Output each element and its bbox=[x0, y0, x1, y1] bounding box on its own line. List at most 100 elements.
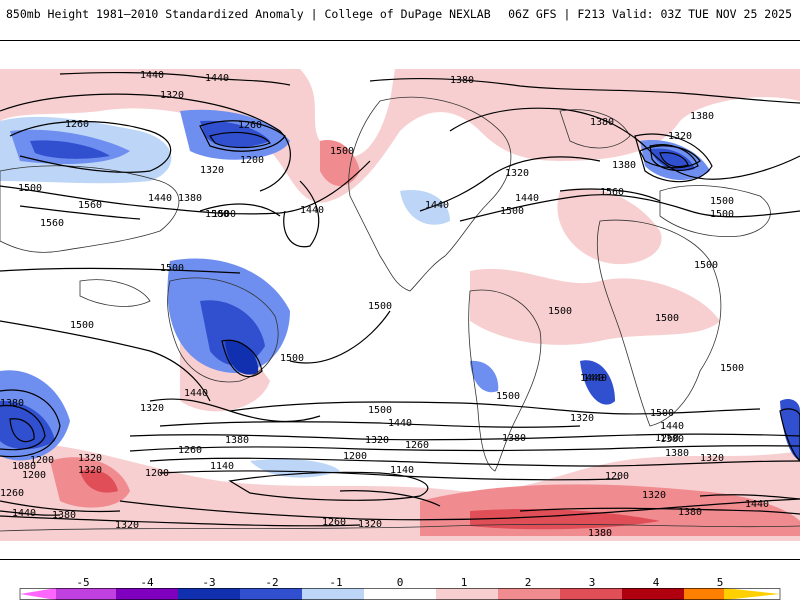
contour-1500-a bbox=[0, 160, 371, 215]
contour-label: 1260 bbox=[322, 517, 346, 528]
contour-label: 1500 bbox=[280, 353, 304, 364]
colorbar-segment bbox=[302, 588, 364, 600]
contour-1500-d bbox=[0, 267, 241, 274]
contour-label: 1260 bbox=[405, 440, 429, 451]
contour-label: 1380 bbox=[660, 434, 684, 445]
colorbar-segment bbox=[436, 588, 498, 600]
contour-1500-b bbox=[199, 203, 281, 217]
positive-anomaly-alaska bbox=[320, 140, 360, 186]
contour-label: 1500 bbox=[694, 260, 718, 271]
contour-greenland-low-3 bbox=[659, 152, 689, 168]
contour-label: 1500 bbox=[720, 363, 744, 374]
contour-label: 1440 bbox=[580, 373, 604, 384]
colorbar: -5 -4 -3 -2 -1 0 1 2 3 4 5 bbox=[0, 566, 800, 600]
positive-anomaly-south-core bbox=[470, 509, 660, 530]
contour-label: 1500 bbox=[18, 183, 42, 194]
contour-1260-b bbox=[199, 120, 286, 152]
contour-label: 1560 bbox=[40, 218, 64, 229]
contour-label: 1320 bbox=[642, 490, 666, 501]
contour-label: 1200 bbox=[30, 455, 54, 466]
contour-1380-north bbox=[369, 77, 800, 104]
contour-label: 1260 bbox=[178, 445, 202, 456]
contour-1500-c bbox=[459, 194, 800, 222]
contour-1200-a bbox=[209, 131, 271, 149]
contour-label: 1380 bbox=[612, 160, 636, 171]
negative-anomaly-greenland-core bbox=[650, 148, 695, 171]
contour-label: 1380 bbox=[0, 398, 24, 409]
contour-1380-d bbox=[0, 500, 121, 513]
colorbar-tick-label: -2 bbox=[265, 576, 279, 589]
contour-label: 1440 bbox=[12, 508, 36, 519]
contour-label: 1500 bbox=[655, 313, 679, 324]
contour-label: 1320 bbox=[358, 519, 382, 530]
colorbar-segment bbox=[498, 588, 560, 600]
contour-label: 1440 bbox=[425, 200, 449, 211]
contour-1320-d bbox=[0, 515, 361, 527]
contour-1260-c bbox=[149, 457, 800, 467]
positive-anomaly-africa bbox=[470, 268, 720, 345]
contour-southwest-low-2 bbox=[0, 404, 46, 451]
contour-greenland-low-1 bbox=[634, 133, 713, 183]
positive-anomaly-atlantic bbox=[557, 188, 662, 265]
contour-1500-e bbox=[0, 320, 211, 402]
contour-label: 1200 bbox=[22, 470, 46, 481]
coastline-australia bbox=[167, 277, 279, 383]
coastlines bbox=[0, 96, 800, 532]
contour-label: 1380 bbox=[678, 507, 702, 518]
contour-label: 1500 bbox=[368, 405, 392, 416]
negative-anomaly-southwest-core bbox=[0, 400, 55, 450]
contour-label: 1440 bbox=[184, 388, 208, 399]
colorbar-segment bbox=[364, 588, 436, 600]
contour-label: 1140 bbox=[210, 461, 234, 472]
contour-label: 1500 bbox=[710, 196, 734, 207]
contour-label: 1380 bbox=[178, 193, 202, 204]
contour-label: 1200 bbox=[240, 155, 264, 166]
contour-1260-d bbox=[119, 498, 800, 521]
negative-anomaly-south-america bbox=[580, 360, 615, 405]
colorbar-tick-label: -4 bbox=[140, 576, 154, 589]
contour-label: 1440 bbox=[515, 193, 539, 204]
contour-label: 1200 bbox=[605, 471, 629, 482]
colorbar-tick-label: -3 bbox=[202, 576, 216, 589]
contour-greenland-low-2 bbox=[649, 144, 699, 172]
coastline-greenland bbox=[559, 109, 631, 149]
contour-1320-a bbox=[0, 93, 291, 192]
coastline-south-america bbox=[468, 289, 542, 472]
contour-label: 1440 bbox=[300, 205, 324, 216]
contour-label: 1440 bbox=[583, 373, 607, 384]
contour-labels: 1440 1440 1380 1380 1320 1260 1260 1200 … bbox=[0, 70, 769, 539]
negative-anomaly-siberia-core bbox=[30, 140, 110, 159]
contour-label: 1560 bbox=[600, 187, 624, 198]
coastline-asia bbox=[0, 165, 180, 253]
colorbar-segment bbox=[240, 588, 302, 600]
coastline-indonesia bbox=[79, 279, 151, 307]
contour-1320-c bbox=[129, 445, 800, 452]
contour-label: 1440 bbox=[745, 499, 769, 510]
contour-label: 1440 bbox=[388, 418, 412, 429]
contour-1440-north bbox=[59, 71, 291, 86]
contour-1380-e bbox=[519, 507, 800, 515]
contour-1560-b bbox=[559, 188, 661, 202]
colorbar-strip bbox=[19, 588, 781, 600]
colorbar-segment bbox=[724, 588, 780, 600]
colorbar-segment bbox=[20, 588, 56, 600]
contour-label: 1200 bbox=[343, 451, 367, 462]
model-run-info: 06Z GFS | F213 Valid: 03Z TUE NOV 25 202… bbox=[508, 7, 792, 21]
contour-1440-c bbox=[419, 156, 601, 212]
contour-label: 1320 bbox=[160, 90, 184, 101]
negative-anomaly-south-pacific bbox=[470, 360, 499, 393]
contour-label: 1500 bbox=[710, 209, 734, 220]
contour-1560-a bbox=[19, 205, 141, 220]
contour-label: 1260 bbox=[655, 433, 679, 444]
colorbar-tick-label: 2 bbox=[524, 576, 532, 589]
contour-label: 1320 bbox=[700, 453, 724, 464]
contour-label: 1380 bbox=[502, 433, 526, 444]
negative-anomaly-north-america bbox=[400, 190, 450, 225]
contour-label: 1320 bbox=[570, 413, 594, 424]
colorbar-segment bbox=[56, 588, 116, 600]
contour-label: 1500 bbox=[368, 301, 392, 312]
contour-1440-b bbox=[283, 180, 320, 248]
coastline-africa bbox=[596, 219, 722, 427]
contour-label: 1500 bbox=[548, 306, 572, 317]
contour-label: 1260 bbox=[238, 120, 262, 131]
